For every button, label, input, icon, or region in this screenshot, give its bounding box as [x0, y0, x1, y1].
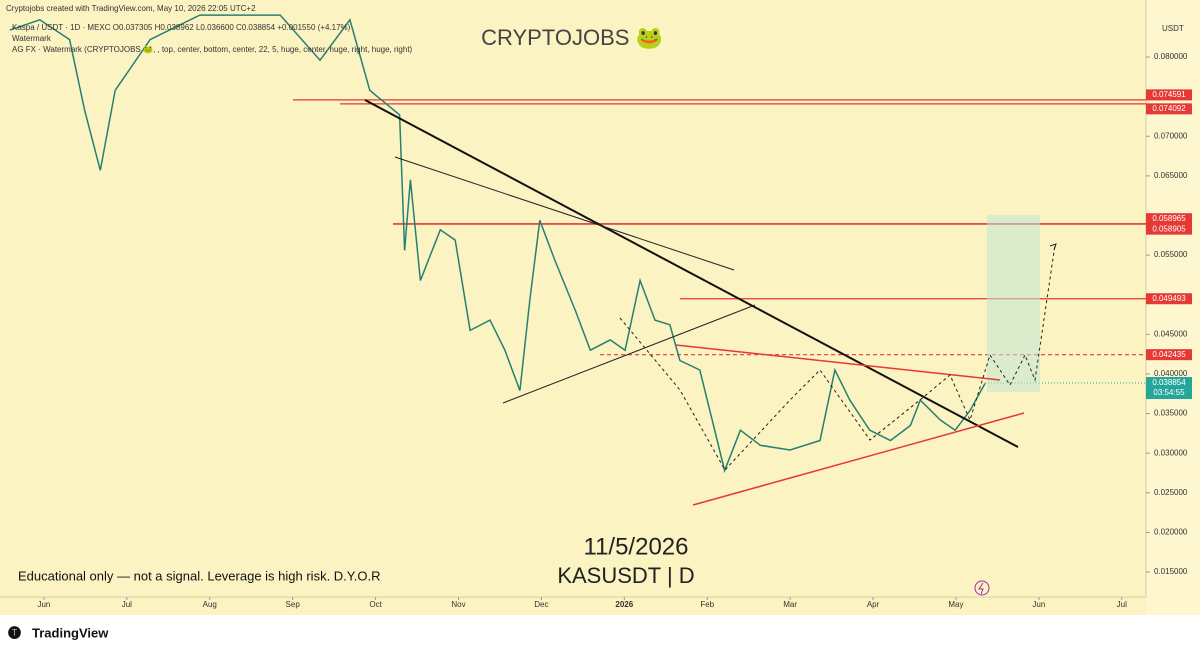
y-tick-label: 0.045000 — [1154, 329, 1188, 338]
level-label: 0.058965 — [1152, 214, 1186, 223]
x-tick-label: 2026 — [615, 600, 633, 609]
x-tick-label: Jul — [122, 600, 132, 609]
indicator-name: Watermark — [12, 34, 52, 43]
projection-path — [619, 244, 1056, 471]
trend-line — [502, 304, 756, 404]
last-price-label: 0.038854 — [1152, 378, 1186, 387]
x-tick-label: Mar — [783, 600, 797, 609]
x-tick-label: Jul — [1117, 600, 1127, 609]
target-box — [987, 215, 1040, 392]
footer-bar — [0, 615, 1200, 654]
watermark: CRYPTOJOBS 🐸 — [481, 25, 663, 50]
triangle-line — [692, 412, 1025, 506]
indicator-settings: AG FX · Watermark (CRYPTOJOBS 🐸, , top, … — [12, 45, 413, 54]
x-tick-label: Feb — [700, 600, 714, 609]
symbol-text: KASUSDT | D — [557, 563, 694, 588]
level-label: 0.074591 — [1152, 90, 1186, 99]
legend-line: Kaspa / USDT · 1D · MEXC O0.037305 H0.03… — [12, 23, 351, 32]
triangle-line — [675, 344, 1001, 381]
trend-line — [364, 99, 1019, 448]
x-tick-label: May — [948, 600, 963, 609]
y-tick-label: 0.025000 — [1154, 488, 1188, 497]
y-tick-label: 0.015000 — [1154, 567, 1188, 576]
countdown: 03:54:55 — [1153, 388, 1185, 397]
y-tick-label: 0.070000 — [1154, 131, 1188, 140]
y-tick-label: 0.055000 — [1154, 250, 1188, 259]
level-tag — [1146, 103, 1192, 115]
disclaimer: Educational only — not a signal. Leverag… — [18, 568, 381, 583]
x-tick-label: Aug — [203, 600, 217, 609]
y-tick-label: 0.040000 — [1154, 369, 1188, 378]
footer-brand: TradingView — [32, 625, 109, 640]
level-tag — [1146, 223, 1192, 235]
projection-arrow — [1049, 243, 1057, 251]
y-tick-label: 0.065000 — [1154, 171, 1188, 180]
level-label: 0.074092 — [1152, 104, 1186, 113]
x-tick-label: Apr — [867, 600, 880, 609]
level-label: 0.058905 — [1152, 224, 1186, 233]
y-tick-label: 0.080000 — [1154, 52, 1188, 61]
level-label: 0.042435 — [1152, 350, 1186, 359]
drawings — [364, 99, 1057, 596]
x-tick-label: Oct — [369, 600, 382, 609]
y-tick-label: 0.030000 — [1154, 448, 1188, 457]
footer-logo: 🅣 — [8, 625, 21, 640]
credit: Cryptojobs created with TradingView.com,… — [6, 4, 256, 13]
x-tick-label: Nov — [451, 600, 465, 609]
date-text: 11/5/2026 — [584, 533, 689, 560]
x-tick-label: Jun — [1032, 600, 1045, 609]
x-tick-label: Sep — [286, 600, 301, 609]
currency: USDT — [1162, 24, 1184, 33]
y-tick-label: 0.035000 — [1154, 409, 1188, 418]
last-price-tag — [1146, 377, 1192, 400]
alert-icon — [974, 580, 990, 596]
level-tag — [1146, 293, 1192, 305]
level-tag — [1146, 89, 1192, 101]
trend-line — [394, 156, 735, 271]
x-tick-label: Jun — [37, 600, 50, 609]
x-tick-label: Dec — [534, 600, 548, 609]
level-tag — [1146, 213, 1192, 225]
y-tick-label: 0.020000 — [1154, 528, 1188, 537]
level-tag — [1146, 349, 1192, 361]
alert-icon — [978, 582, 984, 595]
level-label: 0.049493 — [1152, 294, 1186, 303]
price-axis — [1146, 0, 1200, 615]
price-line — [9, 14, 986, 474]
